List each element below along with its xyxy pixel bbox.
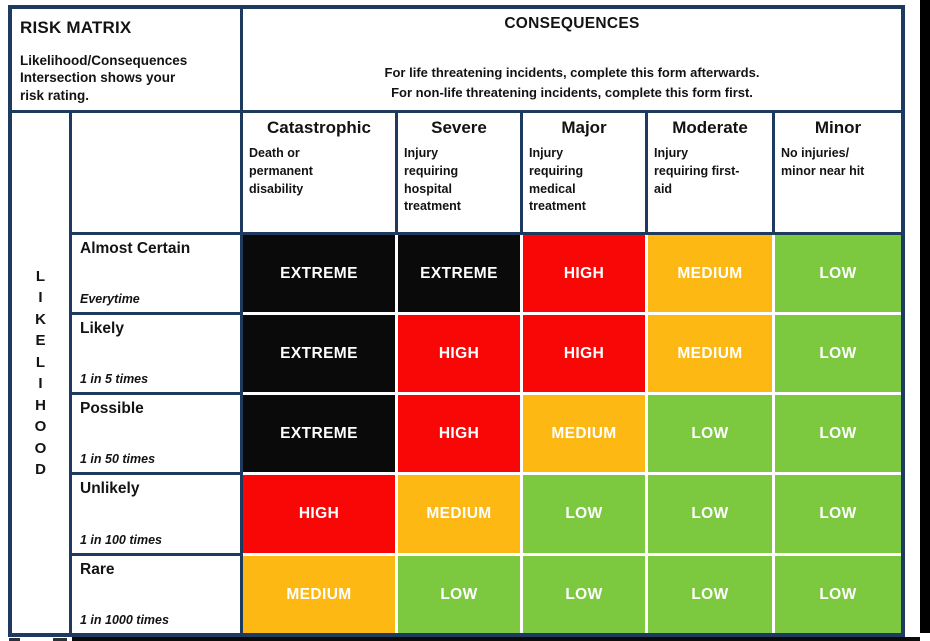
likelihood-axis-letter: E — [35, 332, 46, 349]
likelihood-axis-letter: I — [38, 289, 43, 306]
risk-matrix-table: RISK MATRIX Likelihood/Consequences Inte… — [8, 5, 905, 637]
likelihood-axis-letter: O — [34, 439, 47, 457]
consequences-title: CONSEQUENCES — [504, 15, 640, 32]
matrix-cell: LOW — [648, 475, 775, 556]
likelihood-name: Almost Certain — [80, 240, 191, 257]
consequences-instructions: For life threatening incidents, complete… — [385, 63, 760, 104]
row-label-almost-certain: Almost Certain Everytime — [72, 235, 243, 315]
likelihood-name: Likely — [80, 320, 124, 337]
likelihood-frequency: 1 in 100 times — [80, 533, 162, 547]
column-description: Injury requiring first- aid — [654, 146, 740, 196]
matrix-cell: LOW — [648, 556, 775, 633]
matrix-cell: LOW — [775, 395, 901, 475]
consequences-header-cell: CONSEQUENCES For life threatening incide… — [243, 9, 901, 113]
risk-matrix-header-cell: RISK MATRIX Likelihood/Consequences Inte… — [12, 9, 243, 113]
likelihood-name: Possible — [80, 400, 144, 417]
column-description: No injuries/ minor near hit — [781, 146, 865, 178]
image-crop-strip-bottom — [72, 637, 920, 641]
column-description: Injury requiring hospital treatment — [404, 146, 461, 214]
likelihood-frequency: 1 in 50 times — [80, 452, 156, 466]
matrix-cell: LOW — [775, 475, 901, 556]
matrix-cell: HIGH — [398, 395, 523, 475]
matrix-cell: MEDIUM — [243, 556, 398, 633]
likelihood-axis-letter: I — [38, 375, 43, 392]
likelihood-axis-letter: O — [34, 418, 47, 435]
matrix-cell: EXTREME — [243, 315, 398, 395]
row-label-unlikely: Unlikely 1 in 100 times — [72, 475, 243, 556]
matrix-cell: MEDIUM — [523, 395, 648, 475]
likelihood-axis-letter: D — [35, 461, 46, 478]
likelihood-name: Unlikely — [80, 480, 140, 497]
likelihood-axis-letter: H — [35, 396, 46, 414]
matrix-cell: MEDIUM — [648, 235, 775, 315]
column-header-minor: Minor No injuries/ minor near hit — [775, 113, 901, 235]
column-header-major: Major Injury requiring medical treatment — [523, 113, 648, 235]
matrix-cell: HIGH — [398, 315, 523, 395]
matrix-cell: LOW — [775, 315, 901, 395]
column-title: Minor — [814, 118, 862, 137]
column-description: Death or permanent disability — [249, 146, 313, 196]
matrix-cell: HIGH — [523, 235, 648, 315]
likelihood-axis-letter: L — [35, 267, 46, 285]
likelihood-axis-letter: L — [35, 353, 46, 371]
column-header-moderate: Moderate Injury requiring first- aid — [648, 113, 775, 235]
matrix-cell: MEDIUM — [648, 315, 775, 395]
matrix-cell: LOW — [775, 235, 901, 315]
matrix-cell: LOW — [398, 556, 523, 633]
matrix-cell: EXTREME — [243, 395, 398, 475]
column-title: Moderate — [672, 118, 748, 137]
column-title: Major — [561, 118, 607, 137]
column-title: Catastrophic — [267, 118, 371, 137]
consequences-instruction-line2: For non-life threatening incidents, comp… — [391, 84, 753, 100]
likelihood-name: Rare — [80, 561, 115, 578]
likelihood-axis-letter: K — [35, 310, 46, 328]
risk-matrix-subtitle: Likelihood/Consequences Intersection sho… — [20, 53, 188, 103]
row-label-possible: Possible 1 in 50 times — [72, 395, 243, 475]
likelihood-frequency: Everytime — [80, 292, 140, 306]
matrix-cell: LOW — [648, 395, 775, 475]
matrix-cell: HIGH — [523, 315, 648, 395]
row-label-rare: Rare 1 in 1000 times — [72, 556, 243, 633]
column-header-catastrophic: Catastrophic Death or permanent disabili… — [243, 113, 398, 235]
likelihood-frequency: 1 in 1000 times — [80, 613, 169, 627]
matrix-cell: LOW — [523, 475, 648, 556]
column-header-severe: Severe Injury requiring hospital treatme… — [398, 113, 523, 235]
image-crop-strip-right — [920, 0, 930, 633]
spacer-cell — [72, 113, 243, 235]
matrix-cell: EXTREME — [243, 235, 398, 315]
column-title: Severe — [431, 118, 487, 137]
matrix-cell: MEDIUM — [398, 475, 523, 556]
cropped-text-fragment — [53, 638, 67, 641]
matrix-cell: HIGH — [243, 475, 398, 556]
risk-matrix-title: RISK MATRIX — [20, 18, 132, 37]
column-description: Injury requiring medical treatment — [529, 146, 586, 214]
consequences-instruction-line1: For life threatening incidents, complete… — [384, 65, 760, 80]
matrix-cell: EXTREME — [398, 235, 523, 315]
matrix-cell: LOW — [523, 556, 648, 633]
matrix-cell: LOW — [775, 556, 901, 633]
row-label-likely: Likely 1 in 5 times — [72, 315, 243, 395]
likelihood-frequency: 1 in 5 times — [80, 372, 149, 386]
cropped-text-fragment — [9, 638, 20, 641]
